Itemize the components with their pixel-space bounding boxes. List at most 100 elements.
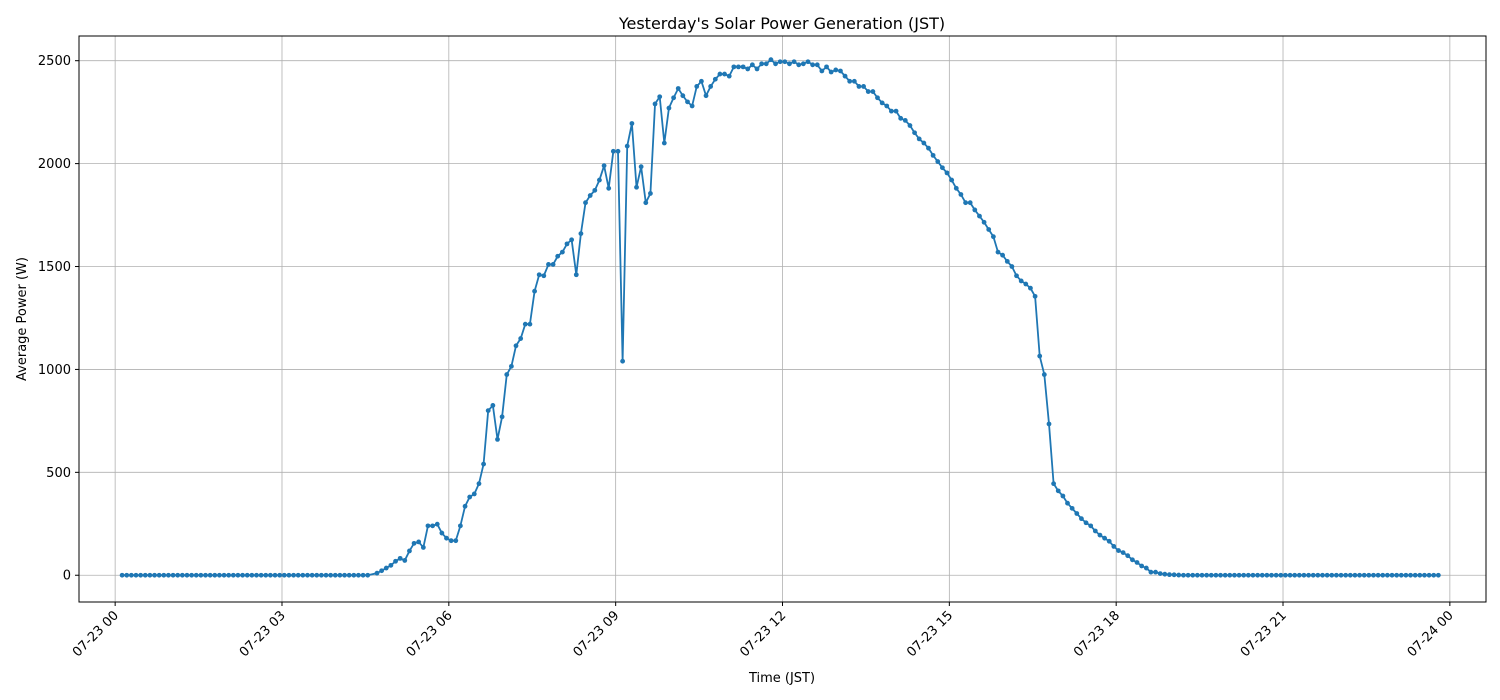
data-point bbox=[305, 572, 310, 578]
data-point bbox=[411, 540, 417, 546]
data-point bbox=[1347, 572, 1353, 578]
data-point bbox=[546, 262, 551, 267]
data-point bbox=[703, 93, 709, 99]
data-point bbox=[1041, 372, 1047, 377]
data-point bbox=[814, 62, 820, 68]
data-point bbox=[1296, 572, 1302, 578]
data-point bbox=[1245, 572, 1251, 578]
data-point bbox=[365, 572, 371, 578]
data-point bbox=[254, 572, 259, 578]
data-point bbox=[675, 86, 681, 91]
data-point bbox=[986, 227, 992, 232]
data-point bbox=[453, 538, 459, 544]
data-point bbox=[875, 95, 880, 101]
data-point bbox=[638, 164, 644, 170]
data-point bbox=[203, 572, 208, 578]
data-point bbox=[847, 78, 853, 84]
data-point bbox=[1004, 258, 1010, 264]
data-point bbox=[763, 61, 769, 67]
data-point bbox=[314, 572, 320, 578]
data-point bbox=[1292, 572, 1298, 578]
data-point bbox=[536, 272, 542, 278]
y-tick-label: 500 bbox=[46, 466, 71, 481]
data-point bbox=[1079, 516, 1084, 522]
data-point bbox=[128, 572, 134, 578]
data-point bbox=[439, 530, 445, 536]
data-point bbox=[958, 192, 964, 197]
data-point bbox=[652, 101, 658, 107]
data-point bbox=[1037, 353, 1043, 359]
data-point bbox=[1028, 285, 1033, 291]
data-point bbox=[170, 572, 176, 578]
data-point bbox=[657, 94, 663, 100]
data-point bbox=[1032, 293, 1038, 299]
data-point bbox=[587, 193, 593, 198]
data-point bbox=[1120, 550, 1126, 555]
data-point bbox=[953, 185, 959, 191]
data-point bbox=[1222, 572, 1228, 578]
data-point bbox=[1310, 572, 1316, 578]
data-point bbox=[1324, 572, 1330, 578]
data-point bbox=[722, 71, 727, 77]
data-point bbox=[578, 231, 584, 236]
data-point bbox=[286, 572, 292, 578]
data-point bbox=[555, 253, 561, 259]
data-point bbox=[1014, 273, 1019, 279]
data-point bbox=[351, 572, 357, 578]
data-point bbox=[1357, 572, 1362, 578]
data-point bbox=[504, 372, 510, 377]
data-point bbox=[1329, 572, 1335, 578]
data-point bbox=[1204, 572, 1210, 578]
data-point bbox=[323, 572, 329, 578]
data-point bbox=[175, 572, 181, 578]
data-point bbox=[879, 100, 885, 106]
data-point bbox=[383, 565, 389, 571]
data-point bbox=[944, 170, 950, 176]
data-point bbox=[318, 572, 324, 578]
data-point bbox=[1338, 572, 1344, 578]
data-point bbox=[1074, 511, 1080, 516]
data-point bbox=[884, 103, 890, 109]
data-point bbox=[1111, 544, 1117, 549]
data-point bbox=[342, 572, 347, 578]
data-point bbox=[736, 64, 741, 70]
data-point bbox=[564, 241, 570, 247]
data-point bbox=[1236, 572, 1242, 578]
data-point bbox=[1334, 572, 1339, 578]
data-point bbox=[1408, 572, 1413, 578]
data-point bbox=[1060, 493, 1066, 499]
data-point bbox=[161, 572, 167, 578]
data-point bbox=[416, 539, 422, 545]
data-point bbox=[907, 123, 913, 128]
data-point bbox=[902, 117, 908, 123]
data-point bbox=[689, 103, 695, 109]
data-point bbox=[1422, 572, 1427, 578]
data-point bbox=[1148, 569, 1154, 575]
data-point bbox=[1018, 278, 1024, 284]
data-point bbox=[708, 84, 714, 89]
data-point bbox=[1194, 572, 1200, 578]
data-point bbox=[1264, 572, 1270, 578]
data-point bbox=[926, 145, 931, 151]
data-point bbox=[939, 165, 945, 171]
data-point bbox=[916, 136, 922, 142]
data-point bbox=[263, 572, 269, 578]
data-point bbox=[198, 572, 204, 578]
data-point bbox=[147, 572, 153, 578]
data-point bbox=[990, 234, 996, 240]
data-point bbox=[337, 572, 343, 578]
data-point bbox=[1167, 572, 1172, 578]
data-point bbox=[1232, 572, 1237, 578]
data-point bbox=[467, 494, 473, 500]
data-point bbox=[457, 523, 463, 529]
data-point bbox=[643, 200, 649, 206]
data-point bbox=[888, 108, 894, 114]
data-point bbox=[346, 572, 352, 578]
data-point bbox=[819, 68, 825, 74]
data-point bbox=[1352, 572, 1358, 578]
data-point bbox=[865, 89, 871, 94]
data-point bbox=[870, 89, 876, 94]
data-point bbox=[1092, 528, 1098, 534]
data-point bbox=[184, 572, 190, 578]
data-point bbox=[569, 237, 575, 243]
